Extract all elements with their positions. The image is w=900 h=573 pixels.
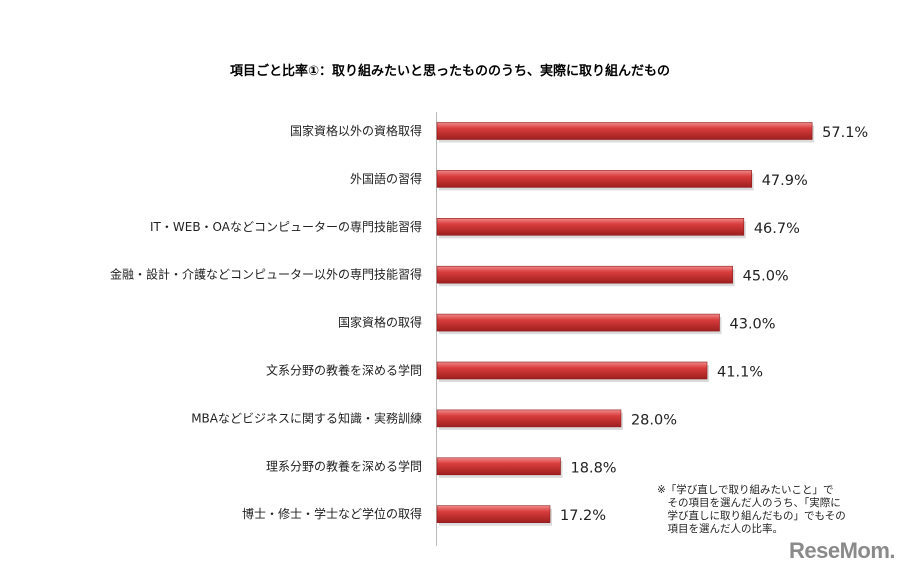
footnote-line: 学び直しに取り組んだもの」でもその [657, 510, 846, 522]
bar [436, 505, 551, 524]
footnote: ※「学び直しで取り組みたいこと」で その項目を選んだ人のうち、「実際に 学び直し… [657, 484, 877, 536]
chart-title: 項目ごと比率①：取り組みたいと思ったもののうち、実際に取り組んだもの [230, 63, 670, 79]
category-label: 外国語の習得 [350, 171, 422, 186]
bar [436, 218, 745, 236]
bar [436, 265, 733, 284]
category-label: MBAなどビジネスに関する知識・実務訓練 [191, 410, 422, 425]
footnote-line: ※「学び直しで取り組みたいこと」で [657, 484, 834, 496]
value-label: 45.0% [743, 269, 789, 285]
bar [436, 361, 708, 380]
bar [436, 457, 561, 476]
category-label: 国家資格以外の資格取得 [290, 123, 422, 138]
footnote-line: 項目を選んだ人の比率。 [657, 523, 783, 535]
category-label: 金融・設計・介護などコンピューター以外の専門技能習得 [110, 267, 422, 282]
value-label: 17.2% [560, 508, 606, 524]
category-label: 国家資格の取得 [338, 315, 422, 330]
bar [436, 409, 622, 428]
category-label: 理系分野の教養を深める学問 [266, 458, 422, 473]
value-label: 18.8% [571, 460, 617, 476]
bar [436, 122, 813, 140]
value-label: 28.0% [631, 412, 677, 428]
value-label: 57.1% [822, 125, 868, 141]
value-label: 47.9% [762, 173, 808, 189]
value-label: 41.1% [717, 365, 763, 381]
category-label: IT・WEB・OAなどコンピューターの専門技能習得 [150, 219, 422, 234]
bar [436, 170, 753, 188]
resemom-logo: ReseMom. [789, 538, 896, 563]
footnote-line: その項目を選んだ人のうち、「実際に [657, 497, 841, 509]
category-label: 文系分野の教養を深める学問 [266, 363, 422, 378]
value-label: 46.7% [754, 221, 800, 237]
value-label: 43.0% [730, 317, 776, 333]
category-label: 博士・修士・学士など学位の取得 [242, 506, 422, 521]
bar [436, 313, 720, 332]
